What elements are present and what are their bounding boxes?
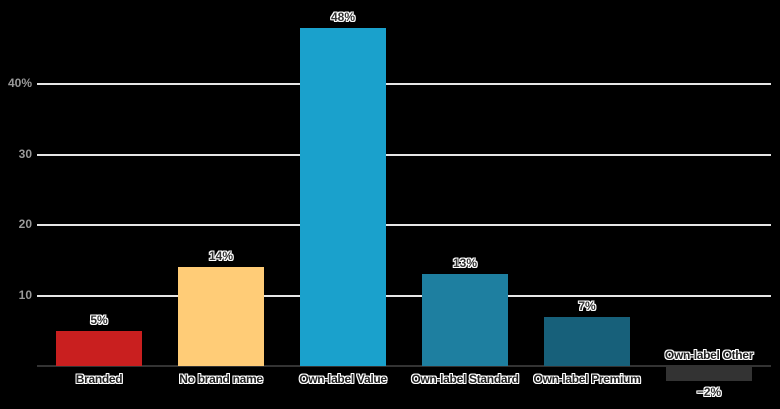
value-label: −2% [696, 385, 722, 400]
value-label: 5% [90, 312, 108, 327]
value-label: 14% [208, 249, 234, 264]
bar [178, 267, 264, 366]
bar [544, 316, 630, 366]
bar [666, 367, 752, 382]
gridline [37, 153, 771, 156]
y-tick-label: 20 [18, 217, 32, 231]
category-label: Own-label Other [664, 348, 754, 362]
value-label: 13% [452, 256, 478, 271]
category-label: Branded [75, 372, 123, 386]
y-tick-label: 40% [7, 76, 32, 90]
gridline [37, 83, 771, 85]
y-tick-label: 10 [18, 287, 32, 302]
category-label: No brand name [179, 372, 263, 386]
gridline [37, 224, 771, 226]
bar [300, 27, 386, 366]
value-label: 7% [578, 298, 596, 313]
y-tick-label: 30 [18, 146, 32, 161]
value-label: 48% [330, 9, 356, 24]
bar [56, 330, 142, 366]
category-label: Own-label Standard [411, 372, 519, 386]
zero-baseline [37, 365, 771, 367]
bar [422, 274, 508, 366]
gridline [37, 294, 771, 297]
category-label: Own-label Premium [533, 372, 641, 386]
category-label: Own-label Value [299, 372, 387, 386]
